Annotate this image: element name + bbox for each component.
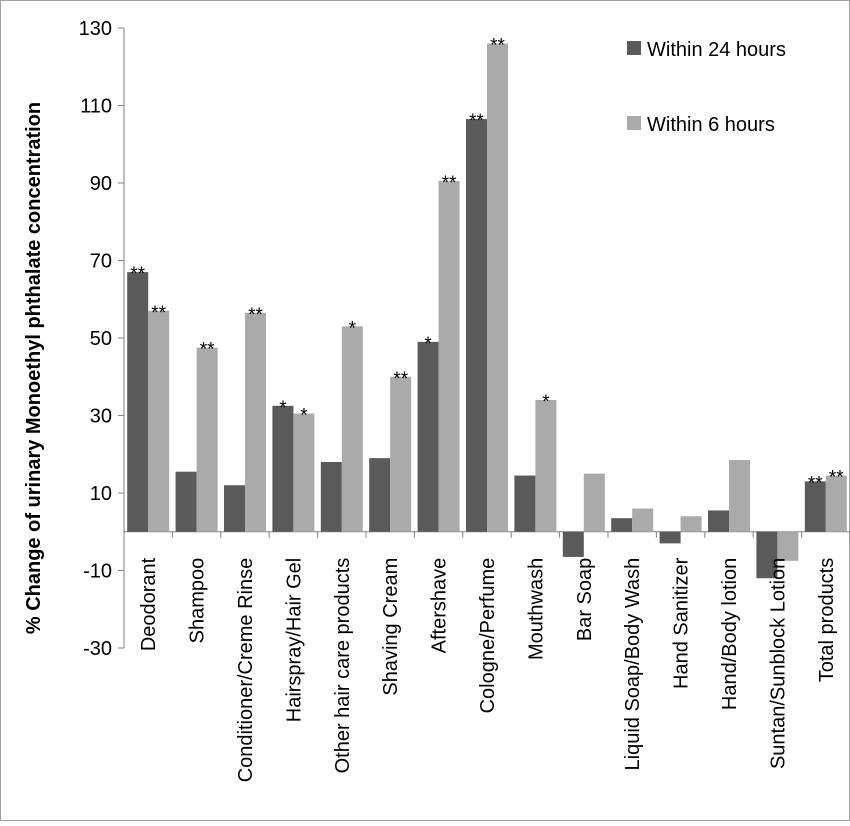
significance-marker: * (300, 406, 308, 427)
bar-within-24-hours-liquid-soap-body-wash (611, 518, 633, 532)
x-category-label: Hand/Body lotion (719, 558, 741, 710)
x-category-label: Liquid Soap/Body Wash (622, 558, 644, 771)
legend-label-within-24-hours: Within 24 hours (647, 39, 786, 61)
x-category-label: Shampoo (187, 558, 209, 644)
significance-marker: * (542, 392, 550, 413)
significance-marker: * (349, 318, 357, 339)
x-category-label: Hairspray/Hair Gel (283, 558, 305, 722)
significance-marker: ** (200, 340, 215, 361)
bar-within-24-hours-aftershave (417, 341, 439, 532)
y-tick-label: 110 (80, 96, 112, 118)
y-tick-label: 30 (90, 406, 112, 428)
bar-within-24-hours-other-hair-care-products (320, 462, 342, 532)
legend-label-within-6-hours: Within 6 hours (647, 114, 775, 136)
bar-within-6-hours-conditioner-creme-rinse (245, 312, 266, 532)
bar-within-6-hours-hand-sanitizer (680, 516, 702, 532)
bar-within-24-hours-hairspray-hair-gel (272, 405, 294, 532)
bar-within-6-hours-other-hair-care-products (341, 326, 363, 532)
significance-marker: * (424, 334, 432, 355)
bar-within-24-hours-suntan-sunblock-lotion (756, 531, 778, 579)
bar-within-24-hours-cologne-perfume (466, 119, 487, 532)
x-category-label: Conditioner/Creme Rinse (235, 558, 257, 783)
bar-within-6-hours-hairspray-hair-gel (293, 413, 315, 532)
bar-within-6-hours-suntan-sunblock-lotion (777, 531, 799, 561)
bar-within-24-hours-deodorant (127, 272, 149, 532)
significance-marker: ** (829, 468, 844, 489)
bar-within-6-hours-shampoo (196, 347, 218, 532)
bar-within-24-hours-hand-sanitizer (659, 531, 681, 544)
y-tick-label: -30 (83, 638, 112, 660)
bar-within-6-hours-deodorant (148, 310, 170, 532)
x-category-label: Total products (816, 558, 838, 683)
bar-within-6-hours-cologne-perfume (487, 43, 508, 532)
x-category-label: Cologne/Perfume (477, 558, 499, 714)
bar-within-24-hours-shampoo (175, 471, 197, 532)
labels: ****Deodorant**Shampoo**Conditioner/Crem… (130, 36, 844, 783)
y-tick-label: 50 (90, 328, 112, 350)
significance-marker: ** (469, 111, 484, 132)
significance-marker: ** (442, 173, 457, 194)
legend-swatch-within-24-hours (627, 41, 641, 55)
bar-within-24-hours-bar-soap (562, 531, 584, 557)
bar-within-6-hours-liquid-soap-body-wash (632, 508, 654, 532)
significance-marker: ** (130, 264, 145, 285)
y-tick-label: 70 (90, 251, 112, 273)
y-tick-label: 10 (90, 483, 112, 505)
bar-within-6-hours-total-products (825, 475, 847, 532)
legend-swatch-within-6-hours (627, 116, 641, 130)
bar-within-24-hours-shaving-cream (369, 458, 391, 532)
bar-within-6-hours-mouthwash (535, 400, 557, 532)
bar-within-6-hours-bar-soap (583, 473, 605, 532)
significance-marker: ** (248, 305, 263, 326)
x-category-label: Other hair care products (332, 558, 354, 774)
bar-within-24-hours-hand-body-lotion (708, 510, 729, 532)
bars (127, 43, 847, 579)
x-category-label: Suntan/Sunblock Lotion (767, 558, 789, 769)
y-tick-label: 90 (90, 173, 112, 195)
significance-marker: ** (393, 369, 408, 390)
legend: Within 24 hours Within 6 hours (627, 39, 786, 136)
bar-within-24-hours-mouthwash (514, 475, 536, 532)
significance-marker: ** (490, 36, 505, 57)
y-tick-label: -10 (83, 561, 112, 583)
x-category-label: Shaving Cream (380, 558, 402, 696)
x-category-label: Aftershave (429, 558, 451, 654)
y-axis-title: % Change of urinary Monoethyl phthalate … (23, 102, 45, 634)
bar-within-24-hours-conditioner-creme-rinse (224, 485, 245, 532)
x-category-label: Hand Sanitizer (671, 557, 693, 689)
bar-within-6-hours-shaving-cream (390, 376, 412, 532)
y-tick-label: 130 (79, 18, 112, 40)
significance-marker: * (279, 398, 287, 419)
bar-within-6-hours-hand-body-lotion (729, 460, 750, 532)
significance-marker: ** (151, 303, 166, 324)
bar-within-24-hours-total-products (804, 481, 826, 532)
bar-within-6-hours-aftershave (438, 181, 460, 532)
significance-marker: ** (808, 473, 823, 494)
x-category-label: Bar Soap (574, 558, 596, 641)
x-category-label: Mouthwash (525, 558, 547, 660)
x-category-label: Deodorant (138, 557, 160, 651)
